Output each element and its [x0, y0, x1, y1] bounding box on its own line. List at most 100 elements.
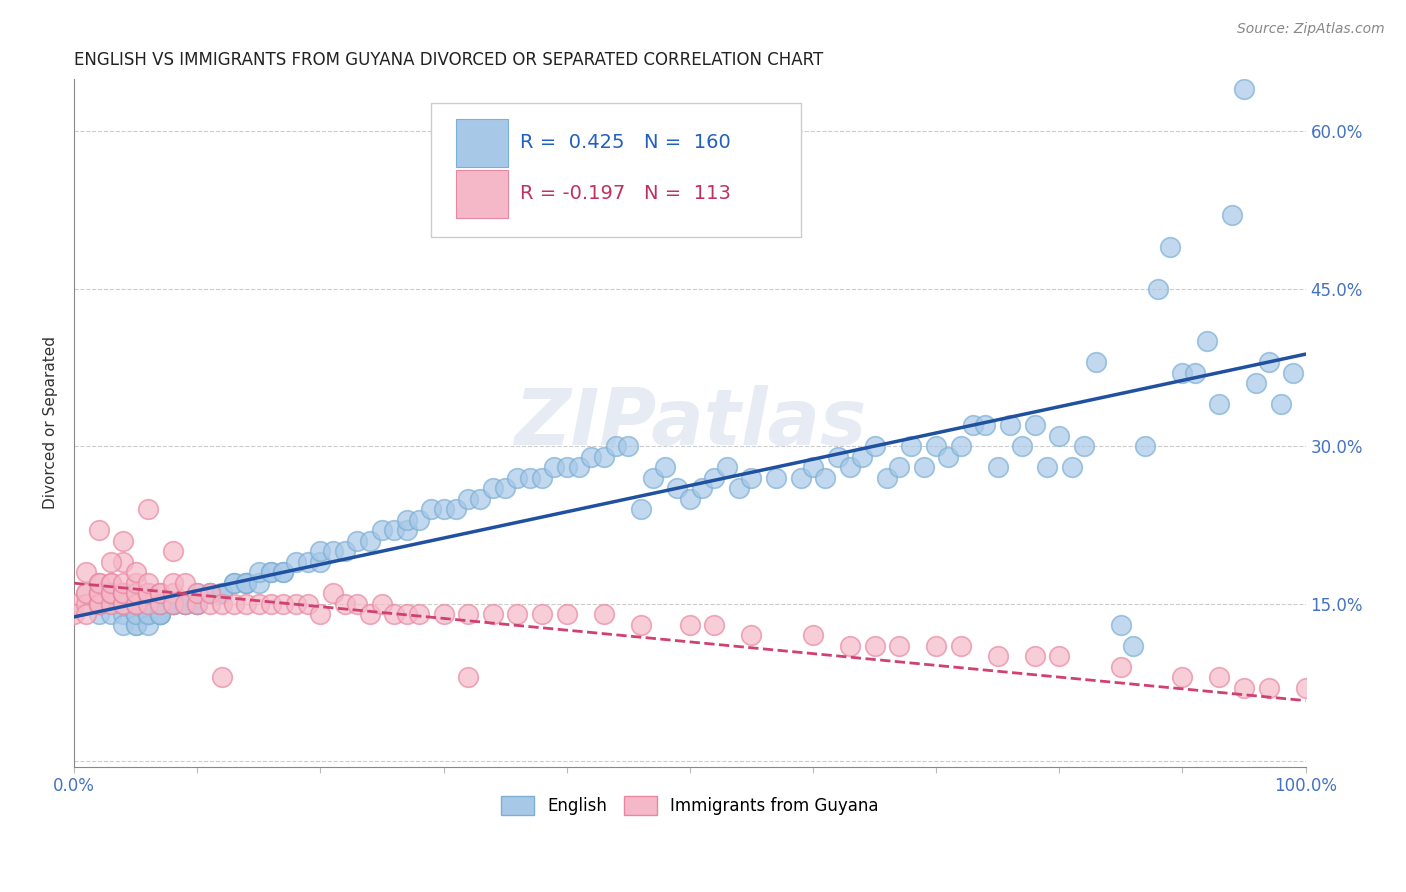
- Point: [765, 471, 787, 485]
- Point: [630, 617, 652, 632]
- Point: [1109, 617, 1132, 632]
- Point: [297, 597, 319, 611]
- Point: [112, 586, 135, 600]
- Text: ENGLISH VS IMMIGRANTS FROM GUYANA DIVORCED OR SEPARATED CORRELATION CHART: ENGLISH VS IMMIGRANTS FROM GUYANA DIVORC…: [75, 51, 824, 69]
- Point: [260, 597, 283, 611]
- Point: [912, 460, 935, 475]
- Point: [149, 607, 172, 622]
- Point: [1306, 691, 1329, 706]
- Point: [112, 586, 135, 600]
- Point: [889, 639, 911, 653]
- Point: [457, 607, 479, 622]
- Point: [112, 586, 135, 600]
- Legend: English, Immigrants from Guyana: English, Immigrants from Guyana: [492, 788, 887, 823]
- Point: [359, 607, 381, 622]
- Point: [1171, 366, 1194, 380]
- Point: [273, 597, 295, 611]
- Point: [432, 502, 454, 516]
- Point: [211, 586, 233, 600]
- Point: [100, 597, 122, 611]
- Point: [235, 575, 257, 590]
- Point: [876, 471, 898, 485]
- Point: [740, 471, 762, 485]
- Point: [235, 575, 257, 590]
- Point: [112, 607, 135, 622]
- Point: [457, 491, 479, 506]
- Point: [346, 533, 368, 548]
- Point: [1047, 428, 1070, 442]
- Point: [100, 597, 122, 611]
- Point: [186, 586, 208, 600]
- Point: [273, 566, 295, 580]
- Point: [136, 607, 159, 622]
- Point: [728, 481, 751, 495]
- Point: [863, 439, 886, 453]
- Point: [136, 607, 159, 622]
- Point: [851, 450, 873, 464]
- Point: [346, 597, 368, 611]
- Point: [581, 450, 603, 464]
- Point: [112, 555, 135, 569]
- Point: [124, 607, 146, 622]
- Point: [1036, 460, 1059, 475]
- Point: [112, 533, 135, 548]
- Point: [186, 597, 208, 611]
- Point: [987, 460, 1010, 475]
- Point: [555, 460, 578, 475]
- Point: [703, 471, 725, 485]
- Point: [100, 586, 122, 600]
- FancyBboxPatch shape: [456, 120, 508, 167]
- Point: [87, 575, 110, 590]
- Point: [124, 575, 146, 590]
- Point: [382, 523, 405, 537]
- Point: [949, 439, 972, 453]
- Point: [531, 471, 554, 485]
- Point: [838, 460, 860, 475]
- Point: [136, 607, 159, 622]
- Point: [87, 597, 110, 611]
- Point: [1011, 439, 1033, 453]
- Point: [100, 586, 122, 600]
- Point: [679, 617, 702, 632]
- Point: [211, 670, 233, 684]
- Point: [703, 617, 725, 632]
- Point: [555, 607, 578, 622]
- Point: [1246, 376, 1268, 391]
- Point: [75, 586, 97, 600]
- Point: [162, 597, 184, 611]
- Point: [1024, 418, 1046, 433]
- Point: [186, 597, 208, 611]
- Point: [1393, 723, 1406, 737]
- Point: [322, 586, 344, 600]
- Point: [568, 460, 591, 475]
- Point: [432, 607, 454, 622]
- Point: [186, 586, 208, 600]
- Point: [962, 418, 984, 433]
- Point: [112, 575, 135, 590]
- Point: [136, 607, 159, 622]
- Point: [1208, 397, 1230, 411]
- Point: [112, 597, 135, 611]
- Point: [333, 597, 356, 611]
- Point: [162, 575, 184, 590]
- Point: [63, 607, 86, 622]
- Point: [900, 439, 922, 453]
- Point: [162, 597, 184, 611]
- Point: [1233, 681, 1256, 695]
- Point: [124, 597, 146, 611]
- Point: [605, 439, 627, 453]
- Point: [149, 607, 172, 622]
- Point: [124, 607, 146, 622]
- Point: [174, 597, 197, 611]
- Point: [149, 597, 172, 611]
- Point: [198, 586, 221, 600]
- Point: [1368, 712, 1391, 726]
- Point: [149, 586, 172, 600]
- Point: [124, 617, 146, 632]
- Point: [75, 566, 97, 580]
- Point: [235, 575, 257, 590]
- Point: [863, 639, 886, 653]
- Point: [395, 513, 418, 527]
- Point: [87, 586, 110, 600]
- Point: [87, 523, 110, 537]
